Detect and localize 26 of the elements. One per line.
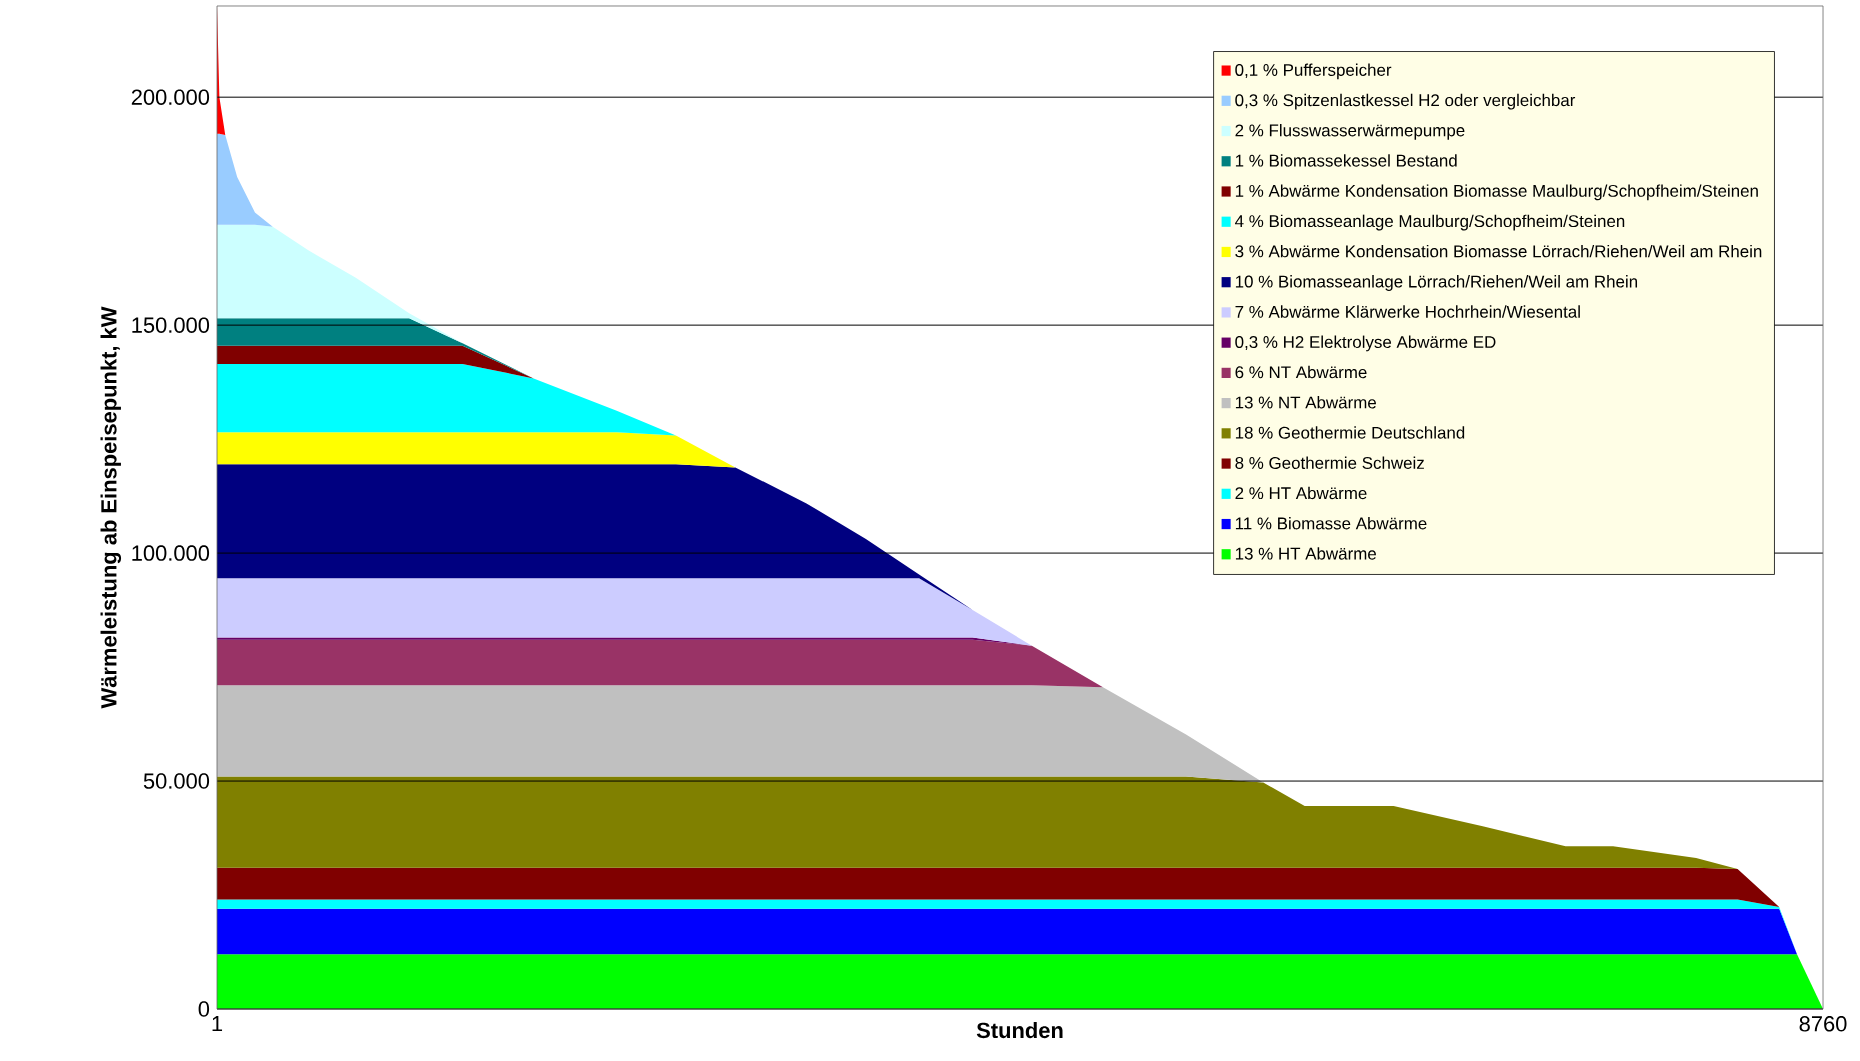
legend-label: 3 % Abwärme Kondensation Biomasse Lörrach/Riehen/Weil am Rhein [1235,244,1762,258]
legend-label: 1 % Biomassekessel Bestand [1235,154,1457,167]
legend-label: 0,3 % Spitzenlastkessel H2 oder vergleichbar [1235,93,1576,110]
y-tick-label: 150.000 [132,317,210,333]
legend-label: 1 % Abwärme Kondensation Biomasse Maulburg/Schopfheim/Steinen [1235,184,1758,201]
legend-label: 11 % Biomasse Abwärme [1235,516,1427,530]
legend-label: 13 % HT Abwärme [1235,547,1376,560]
x-axis-title: Stunden [976,1022,1063,1039]
legend-label: 2 % HT Abwärme [1235,486,1367,500]
legend-label: 7 % Abwärme Klärwerke Hochrhein/Wiesental [1235,305,1580,318]
legend-label: 2 % Flusswasserwärmepumpe [1235,123,1465,140]
y-tick-label: 50.000 [143,773,210,789]
y-axis-title: Wärmeleistung ab Einspeisepunkt, kW [100,306,122,709]
legend-label: 6 % NT Abwärme [1235,365,1367,379]
legend-label: 8 % Geothermie Schweiz [1235,456,1424,469]
legend-label: 10 % Biomasseanlage Lörrach/Riehen/Weil am Rhein [1235,275,1638,291]
legend-label: 18 % Geothermie Deutschland [1235,426,1465,439]
x-tick-label: 1 [212,1016,223,1032]
y-tick-label: 100.000 [132,545,210,561]
legend-label: 13 % NT Abwärme [1235,396,1376,409]
legend-label: 4 % Biomasseanlage Maulburg/Schopfheim/Steinen [1235,214,1625,231]
y-tick-label: 0 [198,1001,210,1017]
y-tick-label: 200.000 [131,89,210,105]
legend-label: 0,3 % H2 Elektrolyse Abwärme ED [1235,335,1496,352]
legend-label: 0,1 % Pufferspeicher [1235,63,1392,80]
x-tick-label: 8760 [1799,1016,1847,1032]
